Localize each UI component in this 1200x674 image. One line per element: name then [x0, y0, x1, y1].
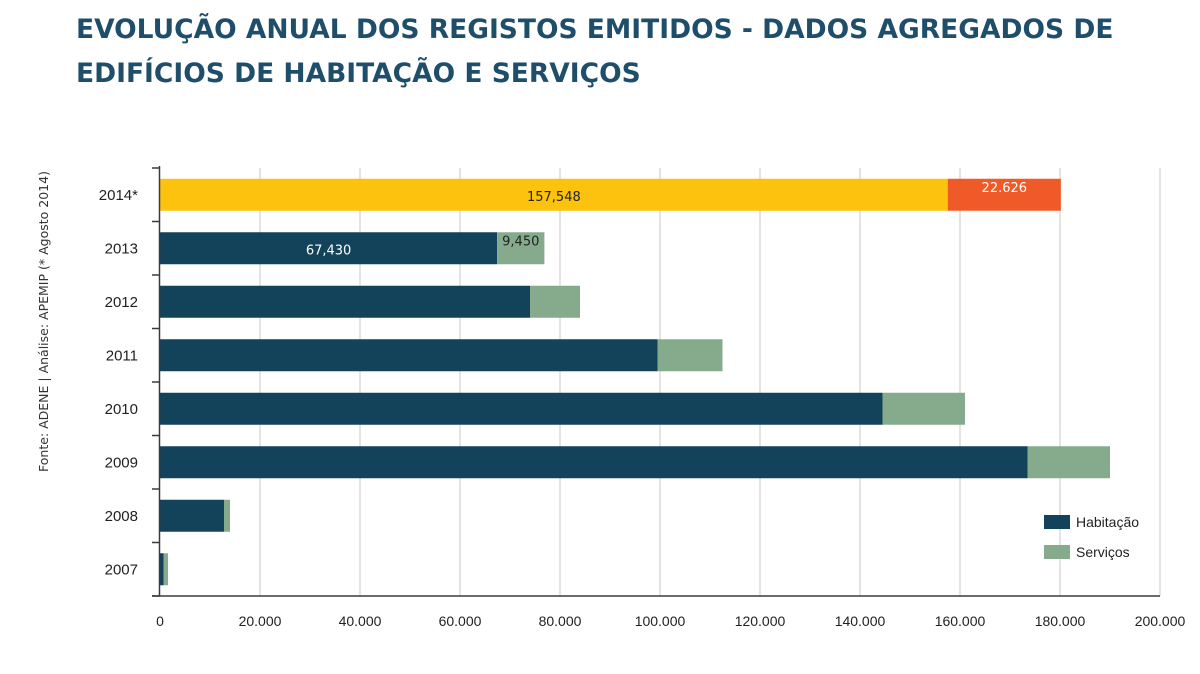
- category-label: 2013: [105, 240, 138, 257]
- data-label: 67,430: [306, 243, 352, 258]
- x-tick-label: 100.000: [635, 613, 686, 629]
- x-tick-label: 200.000: [1135, 613, 1186, 629]
- labels: 2014* 2013 2012 2011 2010 2009 2008 2007 0 20.000…: [99, 181, 1186, 629]
- category-label: 2010: [105, 401, 138, 418]
- chart-title: EVOLUÇÃO ANUAL DOS REGISTOS EMITIDOS - D…: [76, 14, 1114, 89]
- bar-habitacao-2011: [160, 339, 658, 372]
- x-tick-label: 20.000: [239, 613, 282, 629]
- data-label: 9,450: [502, 234, 539, 249]
- x-tick-label: 180.000: [1035, 613, 1086, 629]
- legend-swatch-habitacao: [1044, 515, 1070, 529]
- bar-habitacao-2010: [160, 392, 883, 425]
- x-tick-label: 40.000: [339, 613, 382, 629]
- x-tick-label: 80.000: [539, 613, 582, 629]
- category-label: 2014*: [99, 187, 138, 204]
- bar-servicos-2014: [947, 178, 1061, 211]
- bar-habitacao-2013: [160, 232, 498, 265]
- bar-habitacao-2007: [160, 553, 164, 586]
- legend-swatch-servicos: [1044, 545, 1070, 559]
- bar-habitacao-2012: [160, 285, 530, 318]
- bar-habitacao-2009: [160, 446, 1028, 479]
- axes: [152, 166, 1160, 597]
- gridlines: [259, 168, 1161, 596]
- x-tick-label: 120.000: [735, 613, 786, 629]
- bar-habitacao-2008: [160, 499, 224, 532]
- bar-servicos-2007: [163, 553, 168, 586]
- data-label: 22.626: [982, 181, 1028, 196]
- x-tick-label: 160.000: [935, 613, 986, 629]
- legend-label: Serviços: [1076, 544, 1130, 560]
- legend: Habitação Serviços: [1044, 514, 1139, 560]
- bar-servicos-2009: [1027, 446, 1110, 479]
- bar-servicos-2012: [530, 285, 580, 318]
- category-label: 2007: [105, 561, 138, 578]
- bar-habitacao-2014: [160, 178, 948, 211]
- bar-servicos-2011: [657, 339, 723, 372]
- legend-label: Habitação: [1076, 514, 1139, 530]
- category-label: 2011: [106, 347, 138, 364]
- x-tick-label: 60.000: [439, 613, 482, 629]
- bar-servicos-2013: [497, 232, 545, 265]
- category-label: 2009: [105, 454, 138, 471]
- bar-servicos-2008: [224, 499, 230, 532]
- x-tick-label: 140.000: [835, 613, 886, 629]
- x-tick-label: 0: [156, 613, 164, 629]
- bar-servicos-2010: [882, 392, 965, 425]
- category-label: 2008: [105, 508, 138, 525]
- data-label: 157,548: [527, 190, 581, 205]
- category-label: 2012: [105, 294, 138, 311]
- bars: [160, 178, 1110, 586]
